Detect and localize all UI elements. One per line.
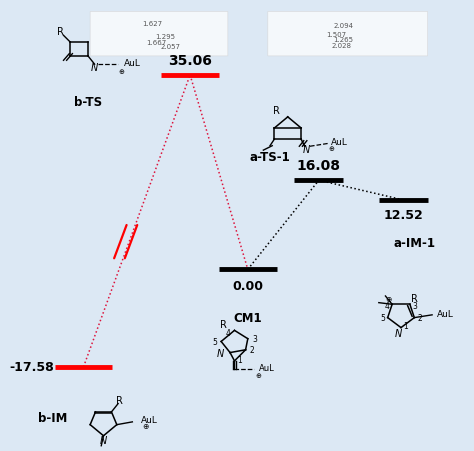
Text: 4: 4 [225,328,230,337]
Text: $\oplus$: $\oplus$ [118,67,125,76]
Text: 2: 2 [250,345,255,354]
Text: 1.667: 1.667 [146,40,167,46]
Text: R: R [116,395,123,405]
Text: 2.028: 2.028 [331,43,351,49]
Text: 5: 5 [380,313,385,322]
Text: a-IM-1: a-IM-1 [393,237,435,249]
Text: 12.52: 12.52 [383,209,423,222]
Text: 3: 3 [413,302,418,311]
Text: $\oplus$: $\oplus$ [255,370,263,379]
Text: AuL: AuL [331,138,348,147]
Text: 1.627: 1.627 [142,21,163,27]
Text: 1: 1 [237,355,242,364]
Text: 2: 2 [417,313,422,322]
Text: R: R [220,319,227,329]
Text: b-IM: b-IM [38,411,67,424]
Text: 1.265: 1.265 [333,37,353,43]
Text: CM1: CM1 [234,311,262,324]
Text: a-TS-1: a-TS-1 [250,151,291,164]
Text: AuL: AuL [438,309,454,318]
FancyBboxPatch shape [268,13,428,57]
Text: 16.08: 16.08 [297,159,341,173]
Text: $\oplus$: $\oplus$ [142,421,149,430]
Text: $\oplus$: $\oplus$ [385,295,392,304]
Text: 0.00: 0.00 [232,280,263,293]
Text: AuL: AuL [259,363,274,372]
Text: 3: 3 [252,335,257,343]
Text: AuL: AuL [141,415,158,424]
Text: N: N [217,348,224,358]
Text: 1: 1 [403,322,408,331]
Text: 5: 5 [212,337,217,346]
Text: 4: 4 [384,302,389,311]
Text: R: R [411,293,418,303]
Text: N: N [303,145,310,155]
Text: 1.507: 1.507 [327,32,346,37]
Text: N: N [100,435,107,445]
Text: -17.58: -17.58 [9,360,54,373]
Text: R: R [57,27,64,37]
Text: 35.06: 35.06 [168,54,212,68]
Text: AuL: AuL [123,59,140,68]
Text: 2.094: 2.094 [333,23,353,29]
FancyBboxPatch shape [90,13,228,57]
Text: R: R [273,106,280,116]
Text: N: N [91,63,98,73]
Text: N: N [395,328,402,338]
Text: $\oplus$: $\oplus$ [328,144,335,153]
Text: b-TS: b-TS [74,96,102,108]
Text: 2.057: 2.057 [160,44,180,51]
Text: 1.295: 1.295 [155,34,176,40]
